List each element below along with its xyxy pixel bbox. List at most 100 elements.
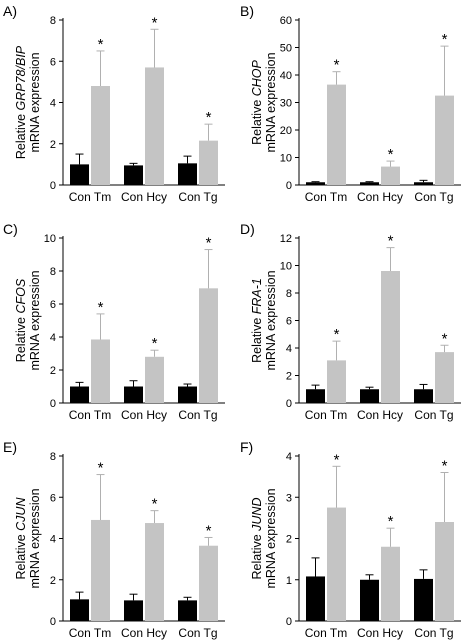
control-bar (178, 600, 197, 621)
y-tick-label: 0 (50, 616, 56, 628)
panel-f: F) Relative JUNDmRNA expression 0 1 2 3 4 * Con … (240, 439, 461, 640)
y-axis-label-line2: mRNA expression (28, 488, 42, 588)
y-axis-label-prefix: Relative (14, 531, 28, 580)
control-bar (306, 182, 325, 185)
y-tick-label: 4 (286, 451, 292, 463)
significance-star: * (98, 36, 104, 53)
control-bar (414, 182, 433, 185)
treatment-bar (145, 356, 164, 403)
panel-label: B) (240, 3, 254, 19)
category-label: Con Tm (69, 408, 111, 422)
treatment-bar (327, 507, 346, 621)
panel-a: A) Relative GRP78/BIPmRNA expression 0 2 4 6 8… (3, 3, 225, 204)
y-tick-label: 4 (50, 98, 56, 110)
treatment-bar (199, 545, 218, 621)
control-bar (124, 600, 143, 621)
significance-star: * (334, 57, 340, 74)
y-axis-label: Relative CFOSmRNA expression (14, 270, 42, 370)
category-label: Con Tg (414, 626, 453, 640)
panel-label: D) (240, 221, 255, 237)
y-axis-label-line1: Relative CFOS (14, 278, 28, 362)
significance-star: * (442, 458, 448, 475)
y-axis-label-gene: CJUN (14, 497, 28, 531)
control-bar (124, 165, 143, 185)
treatment-bar (199, 140, 218, 185)
y-tick-label: 0 (286, 616, 292, 628)
y-tick-label: 6 (286, 316, 292, 328)
category-label: Con Hcy (357, 190, 403, 204)
control-bar (414, 578, 433, 621)
y-axis-label-gene: JUND (250, 498, 264, 532)
treatment-bar (199, 288, 218, 403)
treatment-bar (381, 271, 400, 403)
significance-star: * (98, 299, 104, 316)
y-axis-label-line2: mRNA expression (264, 488, 278, 588)
category-label: Con Tg (414, 190, 453, 204)
y-axis-label: Relative JUNDmRNA expression (250, 488, 278, 588)
y-tick-label: 8 (50, 266, 56, 278)
category-label: Con Hcy (121, 190, 167, 204)
y-axis-label-prefix: Relative (250, 96, 264, 145)
y-axis-label: Relative GRP78/BIPmRNA expression (14, 45, 42, 159)
y-axis-label: Relative FRA-1mRNA expression (250, 270, 278, 370)
y-tick-label: 0 (286, 398, 292, 410)
panel-label: F) (240, 439, 253, 455)
treatment-bar (145, 523, 164, 621)
y-tick-label: 8 (286, 288, 292, 300)
panel-label: C) (3, 221, 18, 237)
control-bar (70, 386, 89, 403)
y-axis-label: Relative CHOPmRNA expression (250, 52, 278, 152)
y-tick-label: 2 (50, 365, 56, 377)
significance-star: * (98, 460, 104, 477)
y-axis-label: Relative CJUNmRNA expression (14, 488, 42, 588)
y-tick-label: 6 (50, 56, 56, 68)
treatment-bar (145, 67, 164, 185)
category-label: Con Tg (178, 408, 217, 422)
panel-b: B) Relative CHOPmRNA expression 0 10 20 30 40 5… (240, 3, 461, 204)
significance-star: * (442, 31, 448, 48)
control-bar (70, 164, 89, 185)
significance-star: * (388, 146, 394, 163)
category-label: Con Tg (414, 408, 453, 422)
control-bar (306, 576, 325, 621)
y-tick-label: 10 (280, 153, 292, 165)
y-tick-label: 2 (50, 139, 56, 151)
significance-star: * (442, 330, 448, 347)
category-label: Con Hcy (121, 626, 167, 640)
significance-star: * (334, 326, 340, 343)
significance-star: * (152, 335, 158, 352)
category-label: Con Tg (178, 190, 217, 204)
treatment-bar (435, 95, 454, 185)
y-axis-label-gene: CHOP (250, 59, 264, 96)
category-label: Con Tm (305, 626, 347, 640)
y-tick-label: 2 (286, 371, 292, 383)
y-axis-label-prefix: Relative (250, 531, 264, 580)
treatment-bar (381, 166, 400, 185)
treatment-bar (381, 546, 400, 621)
significance-star: * (388, 513, 394, 530)
y-tick-label: 10 (280, 261, 292, 273)
panel-c: C) Relative CFOSmRNA expression 0 2 4 6 8 10 * Co… (3, 221, 225, 422)
y-tick-label: 50 (280, 43, 292, 55)
significance-star: * (206, 109, 212, 126)
y-tick-label: 6 (50, 299, 56, 311)
treatment-bar (435, 522, 454, 621)
treatment-bar (91, 86, 110, 185)
panel-label: E) (3, 439, 17, 455)
significance-star: * (152, 14, 158, 31)
y-axis-label-prefix: Relative (250, 314, 264, 363)
y-tick-label: 0 (50, 180, 56, 192)
control-bar (124, 386, 143, 403)
category-label: Con Hcy (121, 408, 167, 422)
y-axis-label-prefix: Relative (14, 110, 28, 159)
y-axis-label-line2: mRNA expression (28, 52, 42, 152)
y-tick-label: 10 (44, 233, 56, 245)
category-label: Con Tm (69, 190, 111, 204)
significance-star: * (152, 496, 158, 513)
y-axis-label-line1: Relative GRP78/BIP (14, 45, 28, 159)
y-axis-label-gene: CFOS (14, 278, 28, 313)
y-axis-label-line1: Relative CHOP (250, 59, 264, 144)
y-axis-label-line2: mRNA expression (264, 52, 278, 152)
y-axis-label-prefix: Relative (14, 314, 28, 363)
